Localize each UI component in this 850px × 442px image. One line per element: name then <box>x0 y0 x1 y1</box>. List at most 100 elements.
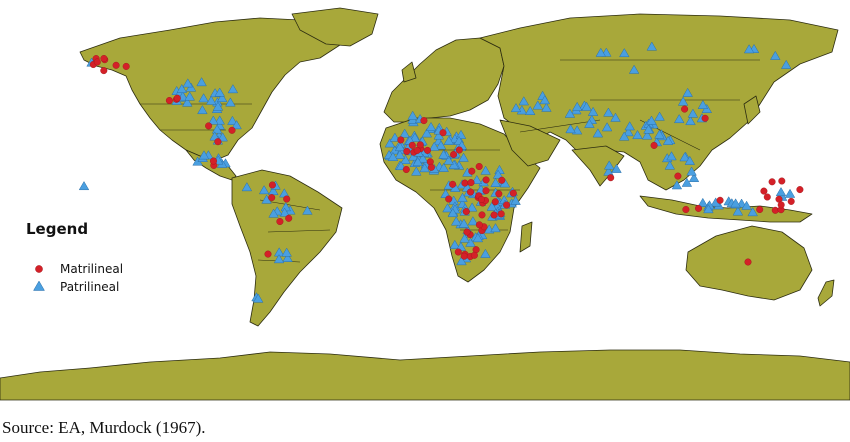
patrilineal-marker <box>443 155 454 165</box>
matrilineal-marker <box>283 195 291 203</box>
matrilineal-marker <box>650 141 658 149</box>
patrilineal-marker <box>747 207 758 217</box>
matrilineal-marker <box>424 146 432 154</box>
patrilineal-marker <box>480 248 491 258</box>
patrilineal-marker <box>435 140 447 150</box>
matrilineal-marker <box>681 105 689 113</box>
patrilineal-marker <box>654 129 665 139</box>
matrilineal-marker <box>470 251 478 259</box>
matrilineal-marker <box>397 136 405 144</box>
patrilineal-marker <box>399 128 410 138</box>
patrilineal-marker <box>587 106 599 116</box>
patrilineal-marker <box>510 103 522 113</box>
patrilineal-marker <box>197 105 208 115</box>
matrilineal-marker <box>228 126 236 134</box>
matrilineal-marker <box>100 67 108 75</box>
patrilineal-marker <box>421 128 433 138</box>
matrilineal-marker <box>503 201 511 209</box>
patrilineal-marker <box>697 197 709 207</box>
patrilineal-marker <box>302 205 313 215</box>
patrilineal-marker <box>697 99 709 109</box>
new-zealand <box>817 279 835 307</box>
patrilineal-marker <box>564 108 576 118</box>
patrilineal-marker <box>455 129 467 139</box>
matrilineal-marker <box>268 181 276 189</box>
patrilineal-marker <box>603 107 614 117</box>
matrilineal-marker <box>468 167 476 175</box>
patrilineal-marker <box>442 203 453 213</box>
patrilineal-marker <box>601 122 613 132</box>
matrilineal-marker <box>495 190 503 198</box>
patrilineal-marker <box>182 97 193 107</box>
patrilineal-marker <box>641 130 653 140</box>
patrilineal-marker <box>438 149 449 159</box>
matrilineal-marker <box>209 157 217 165</box>
patrilineal-marker <box>282 252 293 262</box>
patrilineal-marker <box>632 130 643 140</box>
north-america <box>79 17 341 161</box>
patrilineal-marker <box>456 256 467 266</box>
patrilineal-marker <box>524 105 536 115</box>
patrilineal-marker <box>443 135 455 145</box>
matrilineal-marker <box>454 248 462 256</box>
patrilineal-marker <box>216 93 228 103</box>
matrilineal-marker <box>475 221 483 229</box>
matrilineal-marker <box>509 189 517 197</box>
patrilineal-marker <box>412 157 424 167</box>
matrilineal-marker <box>674 172 682 180</box>
matrilineal-marker <box>420 117 428 125</box>
patrilineal-marker <box>646 41 658 51</box>
patrilineal-marker <box>624 121 635 131</box>
matrilineal-marker <box>756 205 764 213</box>
patrilineal-marker <box>273 254 285 264</box>
matrilineal-marker <box>787 197 795 205</box>
matrilineal-marker <box>498 176 506 184</box>
patrilineal-marker <box>646 115 657 125</box>
patrilineal-marker <box>673 114 685 124</box>
patrilineal-marker <box>384 138 396 148</box>
patrilineal-marker <box>438 162 449 172</box>
matrilineal-marker <box>462 208 470 216</box>
society-markers <box>78 41 804 303</box>
patrilineal-marker <box>610 112 621 122</box>
matrilineal-marker <box>427 163 435 171</box>
patrilineal-marker <box>458 152 469 162</box>
matrilineal-marker <box>461 179 469 187</box>
british-isles <box>401 61 417 83</box>
patrilineal-marker <box>688 172 700 182</box>
matrilineal-marker <box>482 187 490 195</box>
matrilineal-marker <box>416 141 424 149</box>
madagascar <box>519 221 533 253</box>
patrilineal-marker <box>611 163 622 173</box>
patrilineal-marker <box>227 84 239 94</box>
patrilineal-marker <box>687 108 699 118</box>
patrilineal-marker <box>417 153 429 163</box>
matrilineal-marker <box>768 178 776 186</box>
patrilineal-marker <box>449 239 461 249</box>
patrilineal-marker <box>571 101 583 111</box>
patrilineal-marker <box>539 95 551 105</box>
patrilineal-marker <box>775 187 787 197</box>
legend-title: Legend <box>26 220 88 238</box>
matrilineal-marker <box>796 186 804 194</box>
patrilineal-marker <box>619 48 630 58</box>
patrilineal-marker <box>176 83 188 93</box>
patrilineal-marker <box>428 141 440 151</box>
matrilineal-marker <box>478 211 486 219</box>
patrilineal-marker <box>241 182 253 192</box>
matrilineal-marker <box>403 147 411 155</box>
patrilineal-marker <box>217 132 228 142</box>
patrilineal-marker <box>268 208 279 218</box>
matrilineal-marker <box>682 205 690 213</box>
patrilineal-marker <box>581 101 592 111</box>
matrilineal-marker <box>122 62 130 70</box>
matrilineal-marker <box>112 61 120 69</box>
matrilineal-marker <box>173 94 181 102</box>
matrilineal-marker <box>497 210 505 218</box>
patrilineal-marker <box>732 206 744 216</box>
patrilineal-marker <box>492 169 504 179</box>
matrilineal-marker <box>695 204 703 212</box>
patrilineal-marker <box>450 216 462 226</box>
patrilineal-marker <box>486 201 498 211</box>
patrilineal-marker <box>741 200 752 210</box>
